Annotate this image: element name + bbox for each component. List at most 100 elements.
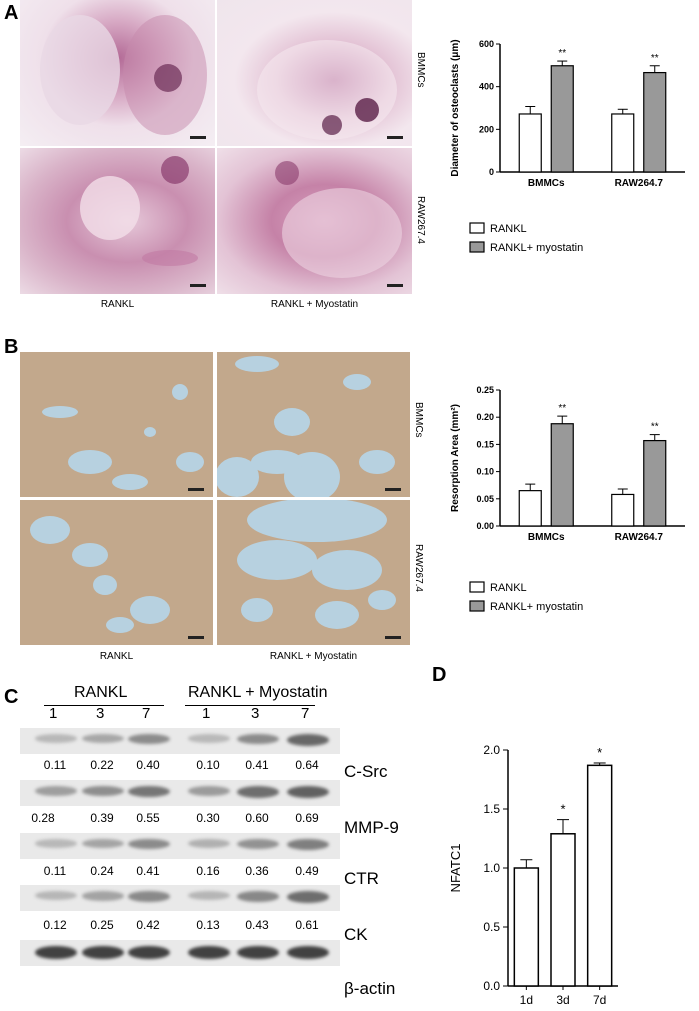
- blot-band: [82, 786, 124, 797]
- micrograph-b-raw-rankl: [20, 500, 213, 645]
- protein-label-beta-actin: β-actin: [344, 979, 396, 998]
- blot-band: [35, 891, 77, 900]
- lane-number: 3: [96, 705, 105, 722]
- y-tick-label: 400: [479, 82, 494, 92]
- micrograph-b-raw-myostatin: [217, 500, 410, 645]
- band-value: 0.28: [31, 811, 55, 825]
- blot-band: [237, 946, 279, 960]
- legend-label: RANKL+ myostatin: [490, 242, 583, 254]
- y-axis-label: Diameter of osteoclasts (μm): [450, 39, 461, 176]
- blot-band: [82, 891, 124, 901]
- x-tick-label: BMMCs: [528, 178, 565, 189]
- band-value: 0.60: [245, 811, 269, 825]
- panel-a-row-label-1: BMMCs: [415, 52, 426, 88]
- group-underline-2: [185, 705, 315, 706]
- legend-label: RANKL: [490, 582, 527, 594]
- micrograph-a-bmmcs-rankl: [20, 0, 215, 146]
- chart-d-nfatc1: 0.0 0.5 1.0 1.5 2.0 NFATC1 1d * 3d * 7d: [448, 743, 618, 1007]
- blot-band: [188, 946, 230, 960]
- blot-band: [287, 946, 329, 960]
- micrograph-a-bmmcs-myostatin: [217, 0, 412, 146]
- chart-a-diameter: 0 200 400 600 Diameter of osteoclasts (μm) **…: [450, 39, 685, 254]
- band-value: 0.24: [90, 864, 114, 878]
- legend-swatch: [469, 222, 485, 234]
- panel-b-col-label-2: RANKL + Myostatin: [269, 651, 358, 662]
- y-tick-label: 1.0: [483, 861, 500, 875]
- y-tick-label: 0.5: [483, 920, 500, 934]
- y-axis-label: Resorption Area (mm²): [450, 404, 461, 512]
- bar: [550, 833, 576, 987]
- band-value: 0.41: [245, 758, 269, 772]
- x-tick-label: 3d: [556, 993, 569, 1007]
- band-value: 0.25: [90, 918, 114, 932]
- band-value: 0.36: [245, 864, 269, 878]
- lane-number: 7: [301, 705, 310, 722]
- band-value: 0.11: [43, 758, 67, 772]
- blot-band: [128, 946, 170, 960]
- panel-a-col-label-1: RANKL: [100, 299, 135, 310]
- blot-band: [82, 839, 124, 849]
- y-tick-label: 0.00: [476, 521, 494, 531]
- panel-b-row-label-2: RAW267.4: [413, 544, 424, 592]
- bar: [611, 113, 635, 173]
- lane-number: 1: [49, 705, 58, 722]
- legend-swatch: [469, 600, 485, 612]
- blot-band: [287, 786, 329, 799]
- y-tick-label: 600: [479, 39, 494, 49]
- bar: [643, 71, 667, 173]
- blot-band: [237, 786, 279, 798]
- blot-band: [287, 891, 329, 903]
- micrograph-a-raw-rankl: [20, 148, 215, 294]
- y-tick-label: 0.20: [476, 412, 494, 422]
- legend-label: RANKL: [490, 223, 527, 235]
- micrograph-b-bmmcs-rankl: [20, 352, 213, 497]
- y-tick-label: 0.15: [476, 439, 494, 449]
- blot-band: [188, 891, 230, 900]
- band-value: 0.61: [295, 918, 319, 932]
- group-label-rankl: RANKL: [74, 684, 128, 701]
- legend-swatch: [469, 581, 485, 593]
- blot-band: [188, 839, 230, 848]
- protein-label-ctr: CTR: [344, 869, 379, 888]
- y-tick-label: 1.5: [483, 802, 500, 816]
- chart-b-resorption: 0.00 0.05 0.10 0.15 0.20 0.25 Resorption Area …: [450, 385, 685, 613]
- y-tick-label: 2.0: [483, 743, 500, 757]
- blot-band: [188, 734, 230, 743]
- panel-b-letter: B: [4, 336, 19, 358]
- significance-mark: *: [560, 802, 565, 817]
- band-value: 0.10: [196, 758, 220, 772]
- y-tick-label: 0.10: [476, 467, 494, 477]
- significance-mark: **: [651, 422, 659, 433]
- protein-label-c-src: C-Src: [344, 762, 388, 781]
- bar: [518, 490, 542, 527]
- y-tick-label: 0.05: [476, 494, 494, 504]
- band-value: 0.12: [43, 918, 67, 932]
- band-value: 0.30: [196, 811, 220, 825]
- panel-b-row-label-1: BMMCs: [413, 402, 424, 438]
- blot-band: [128, 786, 170, 798]
- lane-number: 3: [251, 705, 260, 722]
- blot-band: [237, 891, 279, 902]
- blot-band: [237, 839, 279, 850]
- y-tick-label: 200: [479, 124, 494, 134]
- y-tick-label: 0: [489, 167, 494, 177]
- y-tick-label: 0.25: [476, 385, 494, 395]
- group-label-rankl-myostatin: RANKL + Myostatin: [188, 684, 328, 701]
- band-value: 0.39: [90, 811, 114, 825]
- significance-mark: **: [651, 53, 659, 64]
- blot-band: [35, 786, 77, 796]
- band-value: 0.16: [196, 864, 220, 878]
- blot-band: [35, 946, 77, 960]
- y-axis-label: NFATC1: [448, 844, 463, 893]
- panel-a-row-label-2: RAW267.4: [415, 196, 426, 244]
- blot-band: [188, 786, 230, 796]
- band-value: 0.49: [295, 864, 319, 878]
- panel-c-letter: C: [4, 686, 19, 708]
- legend-label: RANKL+ myostatin: [490, 601, 583, 613]
- panel-d-letter: D: [432, 664, 447, 686]
- micrograph-a-raw-myostatin: [217, 148, 412, 294]
- x-tick-label: RAW264.7: [615, 532, 664, 543]
- blot-band: [128, 891, 170, 902]
- bar: [586, 764, 613, 987]
- blot-band: [287, 734, 329, 746]
